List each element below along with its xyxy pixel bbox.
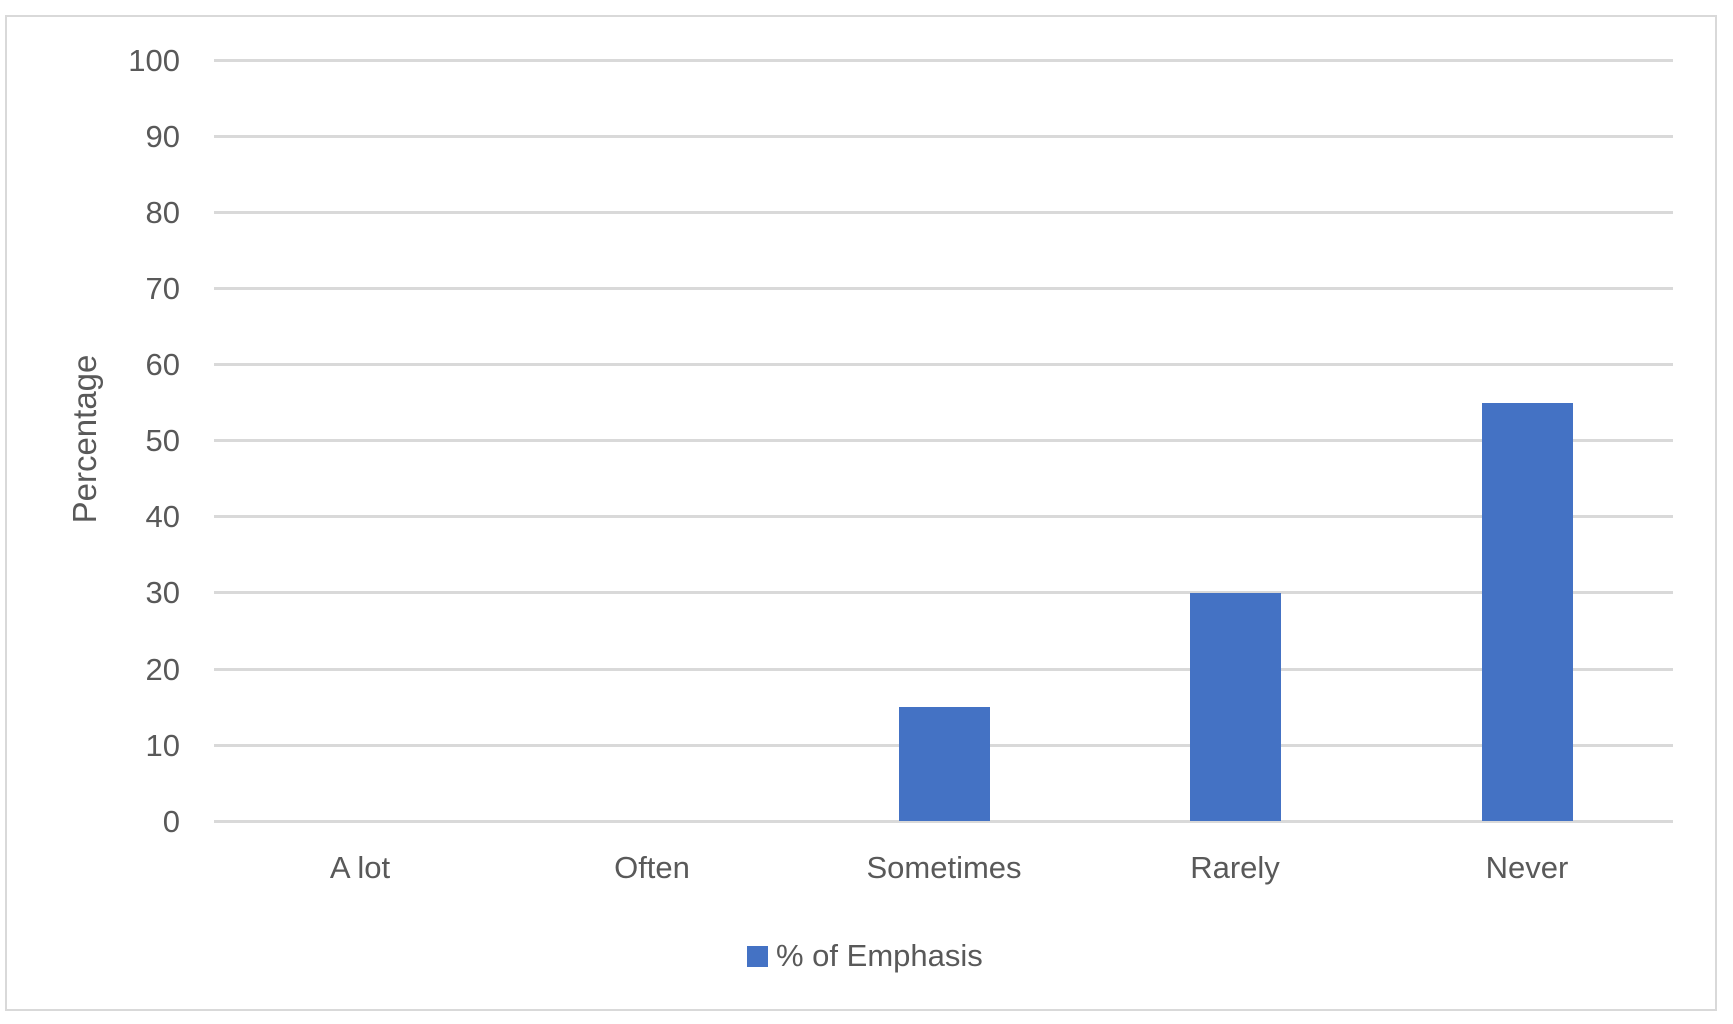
y-tick-label: 50 [145,423,180,458]
x-category-label: Sometimes [866,850,1022,885]
gridline-90 [214,135,1673,138]
y-tick-label: 20 [145,652,180,687]
bar-never [1482,403,1573,821]
y-tick-label: 60 [145,347,180,382]
gridline-40 [214,515,1673,518]
y-tick-label: 70 [145,271,180,306]
x-category-label: Often [614,850,690,885]
gridline-20 [214,668,1673,671]
gridline-70 [214,287,1673,290]
bar-sometimes [899,707,990,821]
y-tick-label: 90 [145,119,180,154]
x-category-label: Rarely [1190,850,1280,885]
legend-swatch-icon [747,945,768,967]
x-category-label: A lot [329,850,391,885]
y-tick-label: 80 [145,195,180,230]
y-tick-label: 0 [162,804,180,839]
y-axis-title: Percentage [66,354,103,524]
y-tick-label: 40 [145,499,180,534]
y-tick-label: 100 [128,43,180,78]
x-axis-baseline [214,820,1673,823]
x-category-label: Never [1485,850,1569,885]
gridline-30 [214,591,1673,594]
gridline-50 [214,439,1673,442]
legend: % of Emphasis [747,938,983,974]
chart-frame [5,15,1717,1011]
bar-rarely [1190,593,1281,821]
y-tick-label: 10 [145,728,180,763]
gridline-100 [214,59,1673,62]
gridline-60 [214,363,1673,366]
y-tick-label: 30 [145,575,180,610]
legend-label: % of Emphasis [776,938,983,973]
gridline-80 [214,211,1673,214]
